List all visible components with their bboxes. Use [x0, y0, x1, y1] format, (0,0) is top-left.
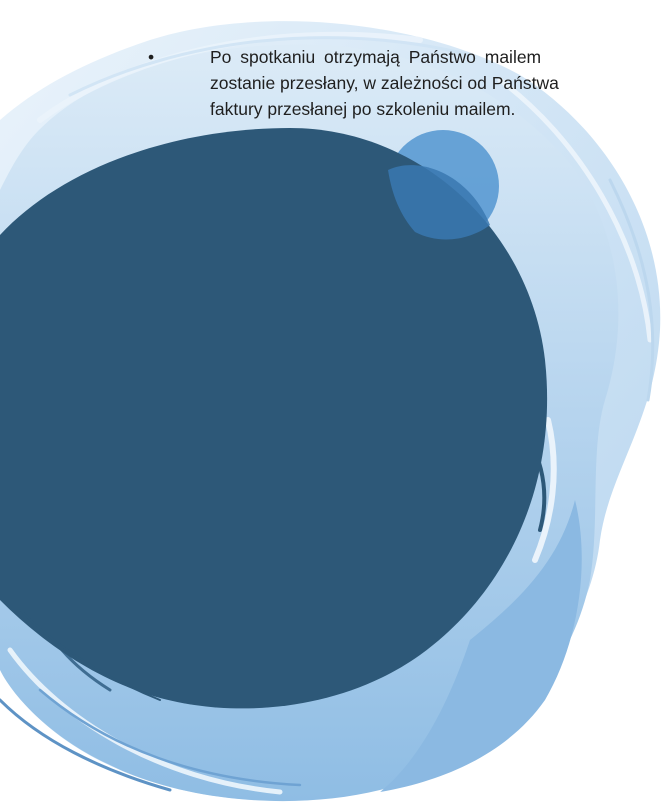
bullet-point: • [148, 47, 155, 67]
brush-accent-lower [380, 500, 582, 792]
brush-edge-dark [19, 438, 547, 701]
paragraph-line-2: zostanie przesłany, w zależności od Pańs… [210, 73, 559, 93]
paragraph-line-3: faktury przesłanej po szkoleniu mailem. [210, 99, 516, 119]
circle-overlap [388, 165, 490, 240]
paragraph-line-1: Po spotkaniu otrzymają Państwo mailem [210, 47, 542, 67]
dark-blue-circle [0, 128, 548, 709]
